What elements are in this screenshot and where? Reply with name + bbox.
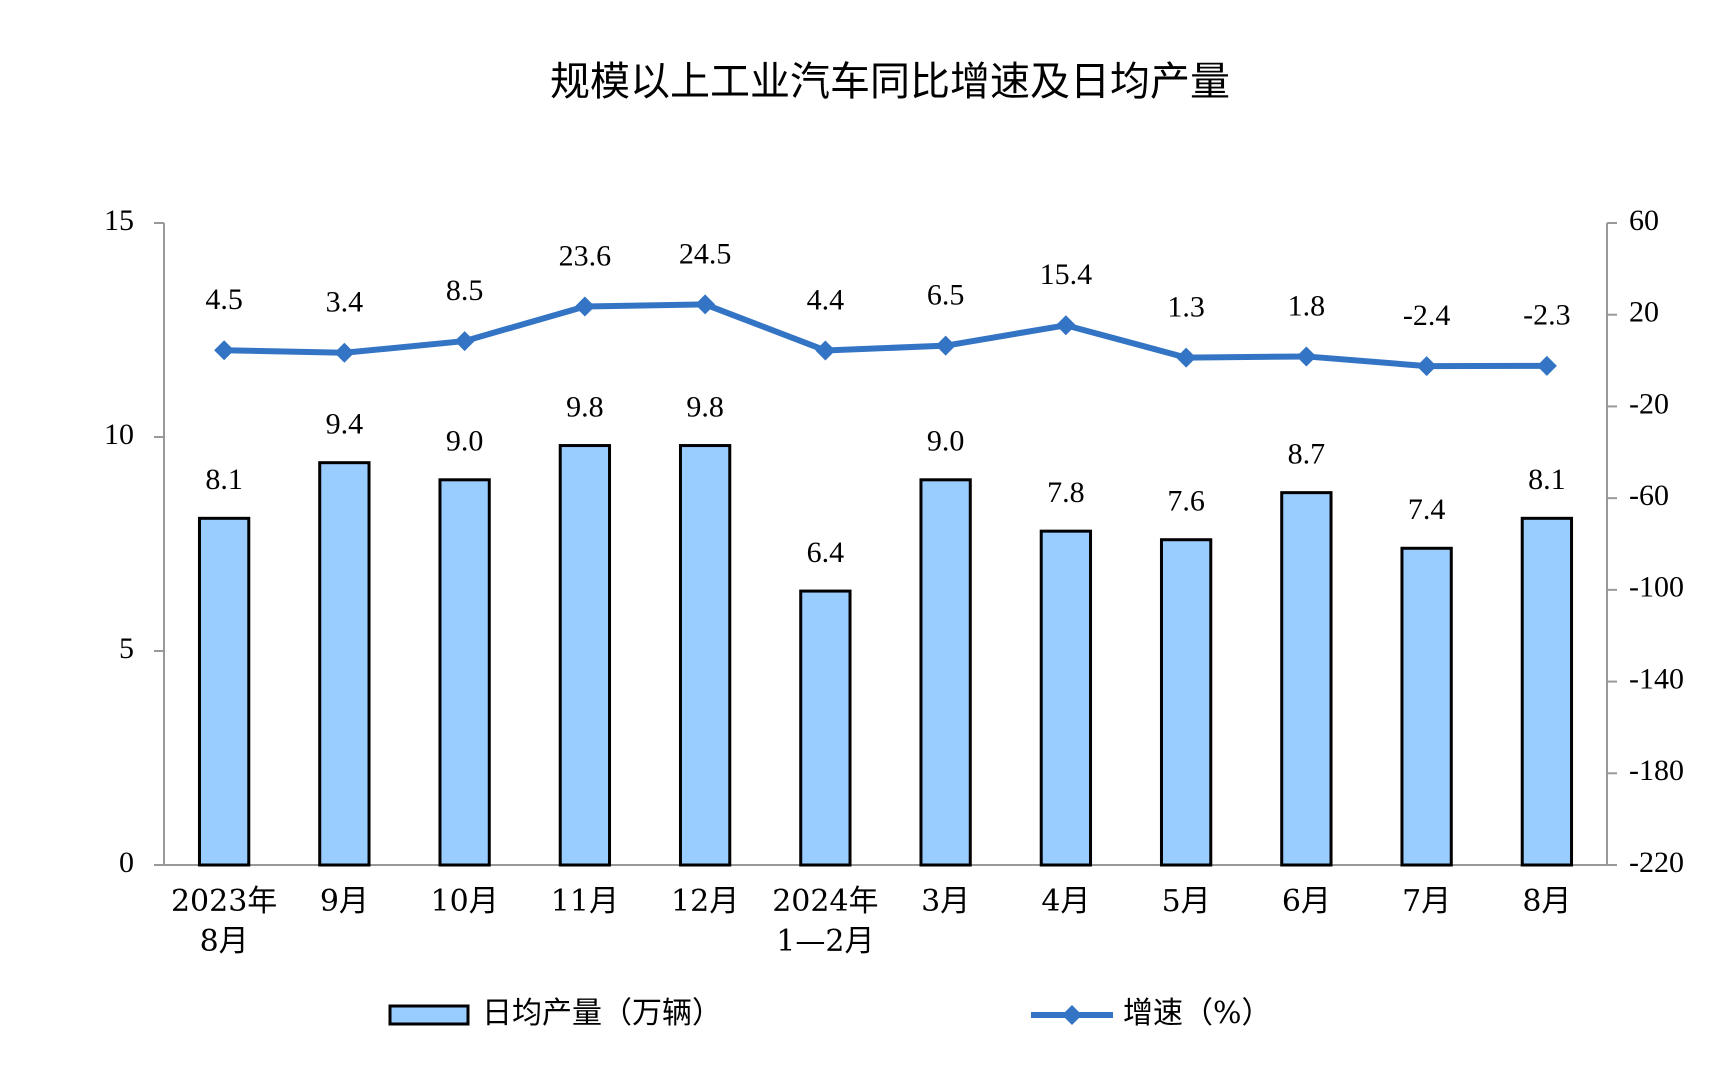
data-label: 9.4 [326,408,364,441]
line [224,301,1547,370]
legend-marker [1062,1005,1082,1025]
y2-tick-label: -140 [1629,662,1684,695]
data-label: 24.5 [679,237,732,270]
bar [438,478,491,867]
line-marker [334,342,355,363]
data-label: 8.1 [205,463,243,496]
y2-tick-label: -100 [1629,571,1684,604]
x-tick-label: 7月 [1402,884,1451,919]
data-label: 4.5 [205,283,243,316]
y-tick-label: 10 [104,418,134,451]
data-label: 1.3 [1167,290,1205,323]
bar [558,444,612,867]
line-marker [454,331,475,352]
data-label: 15.4 [1040,258,1093,291]
data-label: 23.6 [559,239,612,272]
data-label: 3.4 [326,286,364,319]
data-label: 9.0 [927,425,965,458]
line-marker [1055,315,1076,336]
x-tick-label: 12月 [671,884,739,919]
x-tick-label: 3月 [921,884,970,919]
line-marker [815,340,836,361]
data-label: 1.8 [1288,289,1326,322]
y2-tick-label: 60 [1629,204,1659,237]
x-tick-label: 2023年 8月 [171,884,277,959]
x-tick-label: 10月 [431,884,499,919]
data-label: 6.4 [807,536,845,569]
x-tick-label: 5月 [1162,884,1211,919]
y-tick-label: 0 [119,846,134,879]
line-marker [1176,347,1197,368]
line-marker [574,296,595,317]
line-marker [695,294,716,315]
y-tick-label: 15 [104,204,134,237]
legend-label: 增速（%） [1123,996,1272,1031]
data-label: 7.6 [1167,485,1205,518]
y2-tick-label: 20 [1629,296,1659,329]
bar [318,461,371,867]
line-marker [1416,356,1437,377]
data-label: 7.4 [1408,493,1446,526]
data-label: 8.5 [446,274,484,307]
data-label: -2.3 [1523,299,1571,332]
bar [919,478,972,867]
chart-title: 规模以上工业汽车同比增速及日均产量 [550,59,1230,105]
line-marker [1536,355,1557,376]
line-marker [935,335,956,356]
bar [1520,516,1574,867]
y2-tick-label: -180 [1629,754,1684,787]
data-label: 7.8 [1047,476,1085,509]
bar [678,444,732,867]
bar [1280,491,1333,867]
bar [1400,546,1453,867]
line-marker [1296,346,1317,367]
bar [1039,529,1093,867]
x-tick-label: 9月 [320,884,369,919]
data-label: 4.4 [807,283,845,316]
x-tick-label: 11月 [551,884,619,919]
y2-tick-label: -20 [1629,387,1669,420]
x-tick-label: 6月 [1282,884,1331,919]
y2-tick-label: -220 [1629,846,1684,879]
bar [1159,538,1213,867]
line-marker [214,340,235,361]
data-label: -2.4 [1403,299,1451,332]
y-tick-label: 5 [119,632,134,665]
x-tick-label: 8月 [1522,884,1571,919]
bar [799,589,852,867]
legend-label: 日均产量（万辆） [482,996,722,1031]
legend-swatch [388,1004,470,1026]
data-label: 9.8 [686,390,724,423]
x-tick-label: 4月 [1041,884,1090,919]
data-label: 6.5 [927,279,965,312]
data-label: 8.1 [1528,463,1566,496]
y2-tick-label: -60 [1629,479,1669,512]
data-label: 9.0 [446,425,484,458]
x-tick-label: 2024年 1—2月 [772,884,878,959]
data-label: 9.8 [566,390,604,423]
data-label: 8.7 [1288,438,1326,471]
bar [197,516,251,867]
